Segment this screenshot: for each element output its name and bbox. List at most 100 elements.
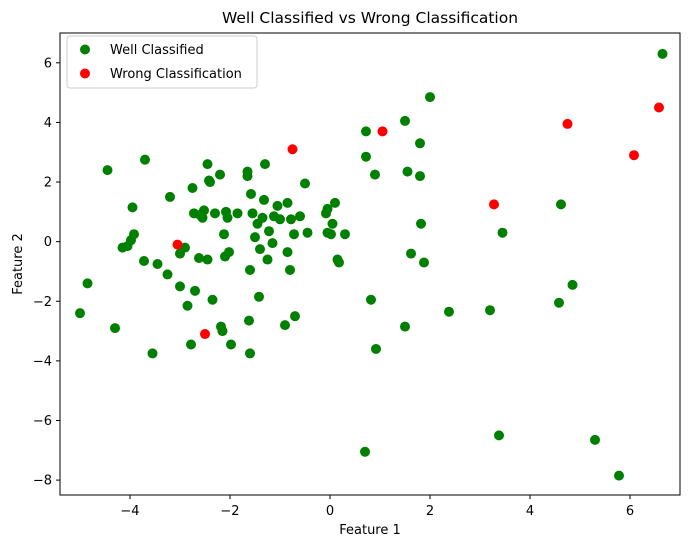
- data-point: [370, 169, 380, 180]
- x-tick-label: 2: [426, 504, 434, 519]
- data-point: [202, 254, 213, 265]
- data-point: [366, 294, 376, 305]
- legend-marker-wrong-classification: [80, 68, 90, 79]
- data-point: [497, 227, 508, 238]
- data-point: [152, 259, 163, 269]
- data-point: [302, 227, 313, 238]
- data-point: [289, 229, 299, 240]
- data-point: [280, 320, 290, 331]
- x-tick-label: −2: [220, 504, 239, 519]
- y-axis-label: Feature 2: [11, 233, 26, 295]
- y-tick-label: −8: [33, 474, 52, 489]
- data-point: [210, 208, 220, 219]
- x-tick-label: 6: [626, 504, 634, 519]
- data-point: [260, 159, 270, 170]
- data-point: [554, 297, 564, 308]
- data-point: [290, 311, 300, 322]
- data-point: [340, 229, 350, 240]
- data-point: [242, 166, 253, 177]
- data-point: [215, 169, 225, 180]
- data-point: [254, 291, 264, 302]
- data-point: [267, 238, 278, 249]
- data-point: [285, 264, 295, 275]
- data-point: [371, 343, 381, 354]
- data-point: [402, 166, 413, 177]
- data-point: [330, 197, 340, 208]
- x-tick-label: −4: [120, 504, 139, 519]
- data-point: [200, 329, 210, 340]
- data-point: [75, 308, 85, 319]
- data-point: [415, 171, 425, 182]
- data-point: [264, 226, 274, 237]
- x-axis-label: Feature 1: [339, 523, 401, 538]
- data-point: [416, 218, 426, 229]
- data-point: [361, 126, 371, 137]
- data-point: [322, 203, 333, 214]
- data-point: [232, 208, 243, 219]
- data-point: [245, 348, 255, 359]
- data-point: [400, 321, 410, 332]
- data-point: [556, 199, 566, 210]
- data-point: [219, 229, 229, 240]
- y-tick-label: −6: [33, 414, 52, 429]
- data-point: [286, 214, 296, 225]
- data-point: [186, 339, 196, 350]
- data-point: [224, 247, 234, 258]
- data-point: [485, 305, 495, 316]
- y-tick-label: −2: [33, 295, 52, 310]
- plot-frame: [59, 32, 681, 496]
- y-tick-label: 0: [44, 235, 52, 250]
- data-point: [327, 218, 338, 229]
- data-point: [295, 211, 305, 222]
- data-point: [419, 257, 429, 268]
- data-point: [197, 212, 208, 223]
- data-point: [334, 257, 344, 268]
- data-point: [257, 212, 268, 223]
- plot-area: [75, 48, 668, 481]
- data-point: [190, 285, 200, 296]
- data-point: [282, 197, 293, 208]
- data-point: [629, 150, 639, 161]
- data-point: [199, 205, 209, 216]
- data-point: [415, 138, 425, 149]
- data-point: [245, 264, 255, 275]
- data-point: [127, 202, 138, 213]
- data-point: [360, 446, 370, 457]
- data-point: [202, 159, 213, 170]
- data-point: [489, 199, 499, 210]
- data-point: [654, 102, 664, 113]
- data-point: [614, 470, 624, 481]
- data-point: [175, 281, 185, 292]
- data-point: [205, 177, 215, 188]
- data-point: [361, 151, 371, 162]
- data-point: [246, 188, 256, 199]
- data-point: [102, 165, 113, 176]
- data-point: [282, 247, 293, 258]
- data-point: [194, 253, 204, 264]
- data-point: [110, 323, 120, 334]
- data-point: [287, 144, 298, 155]
- series-1: [172, 102, 664, 340]
- legend-label-well-classified: Well Classified: [110, 43, 204, 58]
- y-tick-label: 2: [44, 176, 52, 191]
- data-point: [400, 115, 410, 126]
- data-point: [187, 182, 198, 193]
- y-tick-label: 6: [44, 56, 52, 71]
- chart-title: Well Classified vs Wrong Classification: [222, 9, 518, 27]
- data-point: [250, 232, 260, 243]
- data-point: [406, 248, 416, 259]
- data-point: [147, 348, 158, 359]
- data-point: [300, 178, 310, 189]
- data-point: [140, 154, 150, 165]
- x-tick-label: 0: [326, 504, 334, 519]
- x-tick-label: 4: [526, 504, 534, 519]
- data-point: [129, 229, 139, 240]
- x-axis: −4 −2 0 2 4 6: [120, 495, 634, 519]
- data-point: [567, 279, 578, 290]
- data-point: [657, 48, 668, 59]
- data-point: [377, 126, 388, 137]
- legend-label-wrong-classification: Wrong Classification: [110, 67, 242, 82]
- data-point: [562, 118, 573, 129]
